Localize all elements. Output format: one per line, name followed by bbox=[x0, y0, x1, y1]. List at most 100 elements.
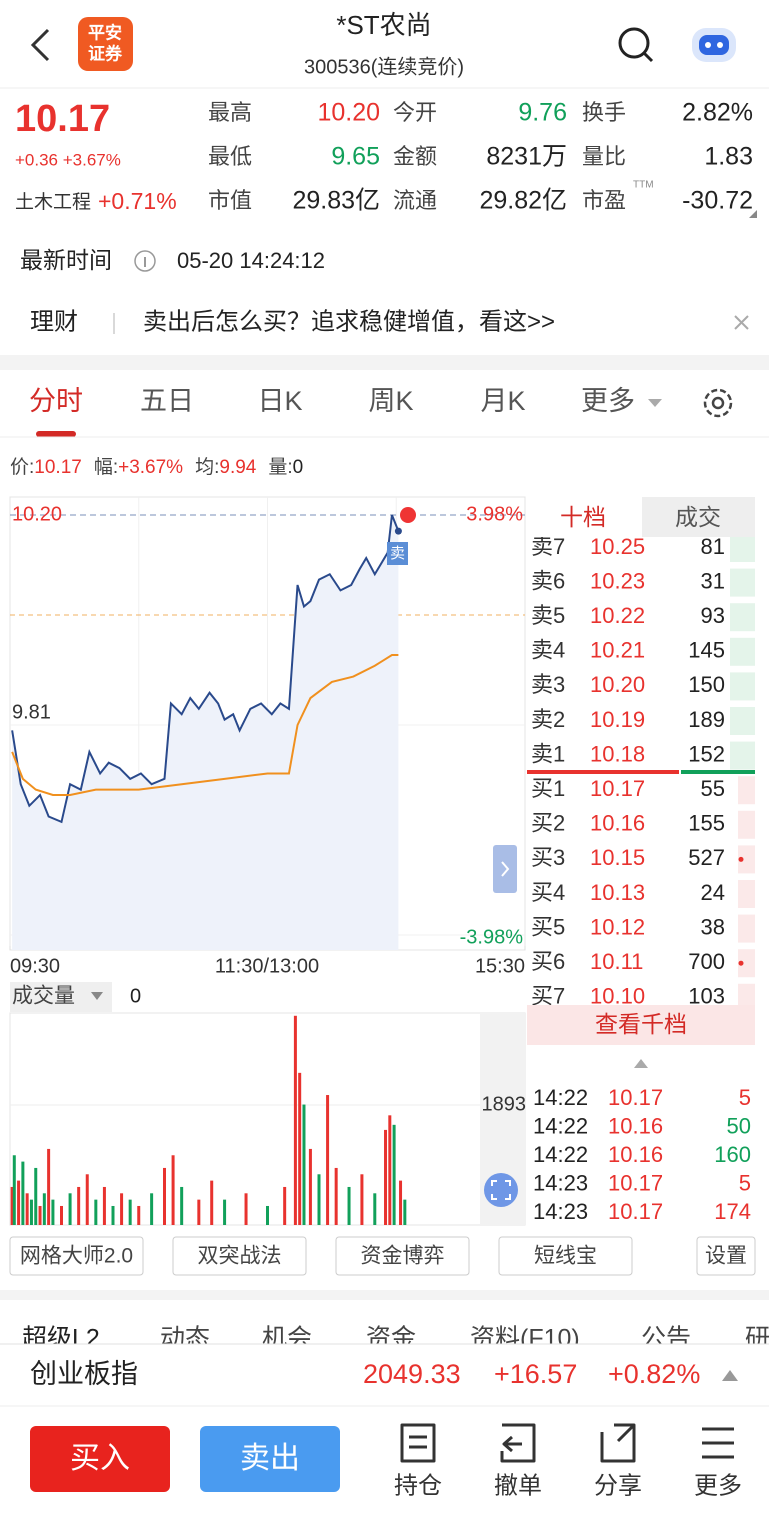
field-value: -30.72 bbox=[682, 187, 753, 215]
volume-bar bbox=[51, 1199, 55, 1225]
sub-tab[interactable]: 动态 bbox=[160, 1325, 210, 1353]
banner-close[interactable] bbox=[734, 315, 749, 330]
search-button[interactable] bbox=[618, 27, 654, 63]
sell-marker-label: 卖 bbox=[390, 545, 405, 562]
nav-item[interactable]: 持仓 bbox=[394, 1423, 442, 1499]
sub-tab[interactable]: 公告 bbox=[641, 1325, 691, 1353]
more-depth-label: 查看千档 bbox=[595, 1011, 687, 1037]
nav-icon bbox=[600, 1423, 636, 1463]
sub-tab[interactable]: 资料(F10) bbox=[470, 1325, 580, 1353]
trade-time: 14:22 bbox=[533, 1113, 588, 1138]
sell-button[interactable]: 卖出 bbox=[200, 1426, 340, 1492]
book-volume-bg bbox=[738, 949, 755, 978]
tool-button[interactable]: 短线宝 bbox=[498, 1236, 633, 1276]
more-depth-button[interactable]: 查看千档 bbox=[527, 1005, 755, 1045]
nav-item[interactable]: 分享 bbox=[594, 1423, 642, 1499]
volume-bar bbox=[244, 1193, 248, 1225]
last-point bbox=[394, 527, 402, 535]
info-value: +3.67% bbox=[118, 457, 183, 478]
trades: 14:22 10.17 5 14:22 10.16 50 14:22 10.16 160 14:2… bbox=[533, 1085, 751, 1224]
field-label: 换手 bbox=[582, 100, 626, 125]
sub-tab[interactable]: 研 bbox=[745, 1325, 769, 1353]
nav-item[interactable]: 撤单 bbox=[494, 1423, 542, 1499]
expand-bg bbox=[493, 845, 517, 893]
order-book: 卖7 10.25 81 卖6 10.23 31 卖5 10.22 93 卖4 10.21 145 卖3 1… bbox=[531, 534, 755, 1009]
chart-tab[interactable]: 日K bbox=[257, 386, 302, 416]
sub-tab[interactable]: 资金 bbox=[366, 1325, 416, 1353]
book-volume-bg bbox=[738, 845, 755, 874]
expand-button[interactable] bbox=[493, 845, 517, 893]
volume-bar bbox=[388, 1115, 392, 1225]
field-value: 10.20 bbox=[317, 99, 380, 127]
chart-tab[interactable]: 周K bbox=[368, 386, 413, 416]
chart-tab[interactable]: 更多 bbox=[581, 386, 635, 416]
book-label: 买4 bbox=[531, 880, 565, 905]
nav-icon bbox=[400, 1423, 436, 1463]
robot-button[interactable] bbox=[692, 28, 736, 62]
field-value: 29.83亿 bbox=[292, 187, 380, 215]
back-button[interactable] bbox=[30, 28, 50, 62]
volume-bar bbox=[85, 1174, 89, 1225]
fullscreen-button[interactable] bbox=[484, 1173, 518, 1207]
buy-button[interactable]: 买入 bbox=[30, 1426, 170, 1492]
book-volume-bg bbox=[738, 776, 755, 805]
trade-price: 10.17 bbox=[608, 1199, 663, 1224]
index-bar-bg bbox=[0, 1344, 769, 1406]
more-depth-bg bbox=[527, 1005, 755, 1045]
tool-button[interactable]: 设置 bbox=[696, 1236, 756, 1276]
book-label: 卖7 bbox=[531, 534, 565, 559]
tool-button[interactable]: 资金博弈 bbox=[335, 1236, 470, 1276]
tool-button-label: 资金博弈 bbox=[361, 1245, 445, 1268]
chart-tab-label: 更多 bbox=[581, 386, 635, 416]
book-volume-bg bbox=[730, 707, 755, 735]
info-value: 9.94 bbox=[219, 457, 256, 478]
volume-bar bbox=[163, 1167, 166, 1225]
chart-tab[interactable]: 五日 bbox=[140, 386, 194, 416]
book-price: 10.10 bbox=[590, 984, 645, 1009]
banner[interactable]: 理财 卖出后怎么买？追求稳健增值，看这>> bbox=[30, 308, 555, 335]
volume-bar bbox=[223, 1199, 227, 1225]
info-label: 价: bbox=[10, 457, 34, 478]
volume-value: 0 bbox=[130, 985, 141, 1007]
close-icon bbox=[734, 315, 749, 330]
price-line bbox=[11, 514, 400, 824]
back-icon bbox=[30, 28, 50, 62]
info-value: 10.17 bbox=[34, 457, 82, 478]
chart-tab[interactable]: 分时 bbox=[29, 386, 83, 416]
volume-bar bbox=[373, 1193, 377, 1225]
field-label: 市盈 bbox=[582, 188, 626, 213]
tool-button[interactable]: 双突战法 bbox=[172, 1236, 307, 1276]
field-label: 流通 bbox=[393, 188, 437, 213]
x-tick-label: 11:30/13:00 bbox=[215, 955, 319, 977]
volume-bar bbox=[17, 1180, 21, 1225]
volume-bar bbox=[317, 1174, 321, 1225]
volume-bar bbox=[360, 1174, 364, 1225]
sell-button-label: 卖出 bbox=[240, 1442, 300, 1475]
tool-button[interactable]: 网格大师2.0 bbox=[9, 1236, 144, 1276]
book-volume: 81 bbox=[701, 534, 725, 559]
stock-subtitle: 300536(连续竞价) bbox=[304, 55, 464, 78]
trade-volume: 160 bbox=[714, 1142, 751, 1167]
fullscreen-bg bbox=[484, 1173, 518, 1207]
volume-bar bbox=[25, 1193, 29, 1225]
tool-button-label: 网格大师2.0 bbox=[20, 1245, 133, 1268]
nav-label: 更多 bbox=[694, 1472, 742, 1499]
book-volume: 31 bbox=[701, 568, 725, 593]
y-tick-label: 1893 bbox=[482, 1093, 527, 1115]
field-value: 2.82% bbox=[682, 99, 753, 127]
chart-tab[interactable]: 月K bbox=[480, 386, 525, 416]
book-tab: 成交 bbox=[675, 504, 721, 530]
sub-tab[interactable]: 机会 bbox=[262, 1325, 312, 1353]
book-tab: 十档 bbox=[560, 504, 606, 530]
x-tick-label: 15:30 bbox=[475, 955, 525, 977]
buy-button-label: 买入 bbox=[70, 1442, 130, 1475]
field-label: 量比 bbox=[582, 144, 626, 169]
book-volume: 700 bbox=[688, 949, 725, 974]
index-pct: +0.82% bbox=[608, 1359, 700, 1389]
settings-button[interactable] bbox=[703, 388, 733, 418]
nav-item[interactable]: 更多 bbox=[694, 1427, 742, 1499]
sub-tab[interactable]: 超级L2 bbox=[22, 1325, 100, 1353]
sector-change: +0.71% bbox=[98, 188, 177, 214]
tool-button-bg bbox=[696, 1236, 756, 1276]
book-volume: 527 bbox=[688, 845, 725, 870]
